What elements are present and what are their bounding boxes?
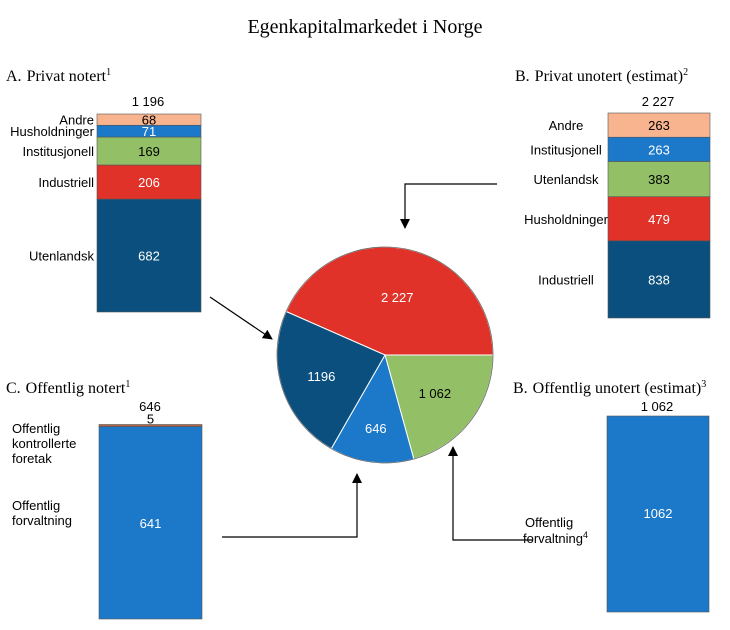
series-label: foretak <box>12 451 52 466</box>
panel-c-title: C. Offentlig notert1 <box>6 379 130 397</box>
panel-a-title: A. Privat notert1 <box>6 67 111 85</box>
series-label: kontrollerte <box>12 436 76 451</box>
panel-b1-title: B. Privat unotert (estimat)2 <box>515 67 688 85</box>
bar-value-label: 169 <box>138 144 160 159</box>
series-label: Utenlandsk <box>29 249 95 264</box>
series-label: Institusjonell <box>530 142 602 157</box>
page-title: Egenkapitalmarkedet i Norge <box>247 16 482 38</box>
pie-outline <box>276 246 494 464</box>
arrow-c-to-pie <box>222 473 362 538</box>
series-label: Husholdninger <box>524 212 609 227</box>
series-label: Husholdninger <box>10 124 95 139</box>
series-label: Utenlandsk <box>533 172 599 187</box>
pie-slice-label: 2 227 <box>381 290 414 305</box>
bar-value-label: 641 <box>140 516 162 531</box>
bar-value-label: 206 <box>138 175 160 190</box>
total-pie: 2 227 1 062 646 1196 <box>276 246 494 464</box>
bar-value-label: 71 <box>142 124 156 139</box>
panel-b2-total: 1 062 <box>641 399 674 414</box>
bar-segment <box>607 112 711 138</box>
bar-value-label: 1062 <box>644 506 673 521</box>
series-label: Offentlig <box>525 515 573 530</box>
pie-slice-label: 1 062 <box>419 386 452 401</box>
panel-a-bar: 682 Utenlandsk 206 Industriell 169 Institusjo… <box>10 113 202 313</box>
pie-slice-label: 646 <box>365 421 387 436</box>
bar-value-label: 263 <box>648 118 670 133</box>
series-label: Offentlig <box>12 498 60 513</box>
bar-segment <box>607 240 711 319</box>
bar-segment <box>98 424 203 427</box>
bar-value-label: 5 <box>147 412 154 427</box>
series-label: forvaltning4 <box>523 530 588 546</box>
bar-value-label: 838 <box>648 272 670 287</box>
series-label: Offentlig <box>12 421 60 436</box>
panel-c-bar: 6415OffentligkontrollerteforetakOffentli… <box>12 412 203 620</box>
panel-b2-title: B. Offentlig unotert (estimat)3 <box>513 379 706 397</box>
series-label: Industriell <box>38 175 94 190</box>
series-label: Andre <box>549 118 584 133</box>
panel-b1-bar: 838 Industriell 479 Husholdninger 383 Utenlan… <box>524 112 711 319</box>
bar-value-label: 383 <box>648 172 670 187</box>
bar-segment <box>606 415 710 613</box>
series-label: Institusjonell <box>22 144 94 159</box>
bar-value-label: 68 <box>142 113 156 128</box>
bar-value-label: 263 <box>648 142 670 157</box>
bar-value-label: 682 <box>138 249 160 264</box>
bar-value-label: 479 <box>648 212 670 227</box>
bar-segment <box>96 198 202 313</box>
series-label: Andre <box>59 113 94 128</box>
panel-c-total: 646 <box>139 399 161 414</box>
bar-segment <box>96 113 202 126</box>
pie-slice-label: 1196 <box>307 369 335 384</box>
bar-segment <box>607 196 711 242</box>
series-label: forvaltning <box>12 513 72 528</box>
bar-segment <box>607 161 711 198</box>
arrow-a-to-pie <box>209 296 273 340</box>
arrow-b2-to-pie <box>448 446 532 541</box>
panel-b1-total: 2 227 <box>642 94 675 109</box>
bar-segment <box>96 164 202 200</box>
series-label: Industriell <box>538 272 594 287</box>
panel-a-total: 1 196 <box>132 94 165 109</box>
arrow-b1-to-pie <box>400 183 497 229</box>
